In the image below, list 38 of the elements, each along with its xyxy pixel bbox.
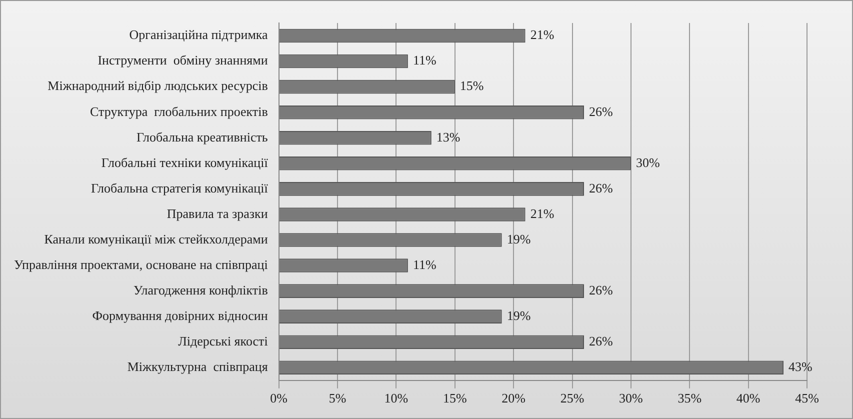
x-tick-label: 0%: [270, 390, 288, 406]
y-tick-label: Глобальні техніки комунікації: [101, 154, 268, 170]
x-tick-label: 45%: [795, 390, 820, 406]
y-tick-label: Лідерські якості: [178, 334, 268, 349]
data-label: 43%: [788, 359, 813, 374]
x-tick-label: 30%: [619, 390, 644, 406]
y-tick-label: Глобальна стратегія комунікації: [90, 180, 268, 196]
data-label: 21%: [530, 27, 554, 42]
y-tick-label: Формування довірних відносин: [92, 308, 268, 323]
data-label: 26%: [589, 282, 613, 298]
x-tick-label: 10%: [384, 390, 408, 406]
data-label: 21%: [530, 206, 554, 221]
data-label: 26%: [589, 180, 613, 196]
data-label: 19%: [506, 308, 531, 323]
data-label: 26%: [589, 104, 613, 119]
data-label: 19%: [506, 231, 531, 246]
y-tick-label: Правила та зразки: [166, 206, 268, 221]
y-tick-label: Інструменти обміну знаннями: [98, 52, 268, 68]
y-tick-label: Глобальна креативність: [136, 129, 268, 144]
x-tick-label: 5%: [328, 390, 346, 406]
data-label: 11%: [412, 52, 436, 68]
x-tick-label: 15%: [442, 390, 467, 406]
data-label: 15%: [460, 78, 484, 94]
x-tick-label: 20%: [502, 390, 526, 406]
data-label: 11%: [412, 256, 436, 272]
y-tick-label: Міжнародний відбір людських ресурсів: [48, 78, 268, 94]
y-tick-label: Структура глобальних проектів: [90, 104, 268, 119]
y-tick-label: Улагодження конфліктів: [133, 282, 268, 298]
y-tick-label: Міжкультурна співпраця: [127, 359, 268, 374]
x-tick-label: 25%: [560, 390, 584, 406]
data-label: 13%: [436, 129, 460, 144]
y-tick-label: Канали комунікації між стейкхолдерами: [44, 231, 268, 246]
y-tick-label: Управління проектами, основане на співпраці: [14, 256, 268, 272]
data-label: 30%: [636, 154, 660, 170]
y-tick-label: Організаційна підтримка: [129, 27, 268, 42]
x-tick-label: 40%: [736, 390, 760, 406]
x-tick-label: 35%: [678, 390, 702, 406]
data-label: 26%: [589, 334, 613, 349]
